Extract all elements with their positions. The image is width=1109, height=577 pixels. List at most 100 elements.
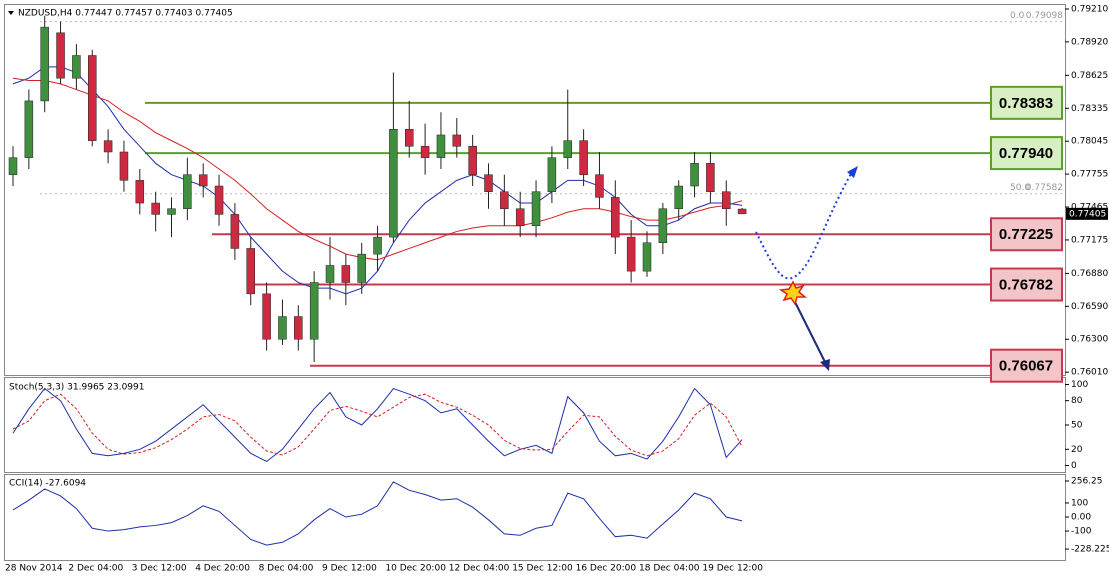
y-tick-label: 0.76010 [1071, 368, 1108, 378]
x-tick-label: 12 Dec 04:00 [449, 564, 510, 574]
candle-body [658, 208, 668, 244]
candle-body [8, 157, 18, 175]
level-box [990, 136, 1063, 171]
y-tick-label: 0.78920 [1071, 37, 1108, 47]
y-tick-label: 80 [1071, 396, 1083, 406]
level-label: 0.77940 [999, 145, 1053, 162]
fib-level: 0.0 [1010, 11, 1025, 21]
indicator-line [12, 393, 743, 457]
y-tick-label: 0.78045 [1071, 137, 1108, 147]
y-tick-label: 0.76300 [1071, 335, 1108, 345]
level-box [990, 217, 1063, 252]
candle-body [230, 214, 240, 249]
projection-up [755, 171, 853, 280]
candle-body [389, 129, 398, 238]
x-tick-label: 15 Dec 12:00 [512, 564, 573, 574]
candle-body [405, 129, 414, 147]
candle-body [468, 146, 477, 175]
candle-body [642, 242, 652, 272]
candle-body [278, 316, 287, 340]
candle-body [341, 265, 351, 283]
level-label: 0.77225 [999, 226, 1053, 243]
candle-body [325, 265, 335, 283]
fib-level: 50.0 [1010, 183, 1030, 193]
plot: 0.79210 0.78920 0.78625 0.78335 0.78045 0.777… [5, 4, 1109, 573]
candle-body [690, 163, 699, 187]
level-label: 0.76067 [999, 358, 1053, 375]
candle-body [262, 293, 271, 340]
x-tick-label: 28 Nov 2014 [5, 564, 63, 574]
candle-body [72, 55, 81, 79]
level-box [990, 348, 1063, 383]
arrow-head [820, 359, 830, 371]
candle-body [183, 174, 192, 209]
y-tick-label: 0.76590 [1071, 302, 1108, 312]
candle-body [737, 208, 747, 215]
candle-body [626, 236, 636, 272]
x-tick-label: 8 Dec 04:00 [259, 564, 314, 574]
candle-body [595, 174, 604, 198]
breakout-burst [778, 280, 808, 306]
level-box [990, 85, 1063, 120]
x-tick-label: 19 Dec 12:00 [702, 564, 763, 574]
candle-body [151, 202, 160, 215]
candle-body [420, 146, 430, 158]
candle-body [40, 26, 49, 102]
x-tick-label: 3 Dec 12:00 [132, 564, 187, 574]
candle-body [198, 174, 208, 187]
candle-body [706, 163, 715, 192]
candle-body [452, 134, 462, 147]
y-tick-label: -228.2254 [1071, 545, 1109, 555]
x-tick-label: 2 Dec 04:00 [68, 564, 123, 574]
level-label: 0.78383 [999, 95, 1053, 112]
y-tick-label: 0 [1071, 461, 1077, 471]
y-tick-label: 20 [1071, 445, 1083, 455]
fib-price: 0.79098 [1026, 11, 1063, 21]
candle-body [309, 282, 319, 340]
y-tick-label: 0.77755 [1071, 170, 1108, 180]
x-tick-label: 10 Dec 20:00 [385, 564, 446, 574]
candle-body [135, 180, 145, 204]
candle-body [24, 100, 34, 158]
stoch-title: Stoch(5,3,3) 31.9965 23.0991 [9, 383, 144, 393]
main-panel [4, 4, 1066, 376]
candle-body [500, 191, 509, 209]
candle-body [531, 191, 541, 227]
candle-body [119, 151, 129, 181]
last-price-box [1066, 207, 1108, 220]
y-tick-label: 0.79210 [1071, 4, 1108, 14]
x-tick-label: 9 Dec 12:00 [322, 564, 377, 574]
level-label: 0.76782 [999, 277, 1053, 294]
indicator-line [12, 387, 743, 463]
x-tick-label: 4 Dec 20:00 [195, 564, 250, 574]
candle-body [246, 248, 255, 295]
y-tick-label: 0.78625 [1071, 71, 1108, 81]
y-tick-label: 0.00 [1071, 513, 1091, 523]
x-tick-label: 16 Dec 20:00 [576, 564, 637, 574]
menu-arrow[interactable] [8, 11, 14, 15]
candle-body [563, 140, 572, 158]
candle-body [357, 253, 366, 283]
fib-price: 0.77582 [1026, 183, 1063, 193]
candle-body [294, 316, 303, 340]
candle-body [373, 236, 382, 255]
y-tick-label: 100 [1071, 380, 1088, 390]
candle-body [436, 134, 446, 158]
y-tick-label: 0.77465 [1071, 203, 1108, 213]
symbol-header: NZDUSD,H4 0.77447 0.77457 0.77403 0.7740… [18, 9, 233, 19]
candle-body [722, 191, 731, 209]
y-tick-label: 0.76880 [1071, 269, 1108, 279]
y-tick-label: 100 [1071, 498, 1088, 508]
candle-body [674, 185, 683, 209]
candle-body [484, 174, 493, 192]
x-tick-label: 18 Dec 04:00 [639, 564, 700, 574]
candle-body [56, 32, 65, 79]
candle-body [611, 197, 620, 238]
level-box [990, 267, 1063, 302]
y-tick-label: 256.25 [1071, 477, 1103, 487]
y-tick-label: 50 [1071, 421, 1083, 431]
y-tick-label: 0.77175 [1071, 235, 1108, 245]
projection-down [793, 299, 827, 365]
